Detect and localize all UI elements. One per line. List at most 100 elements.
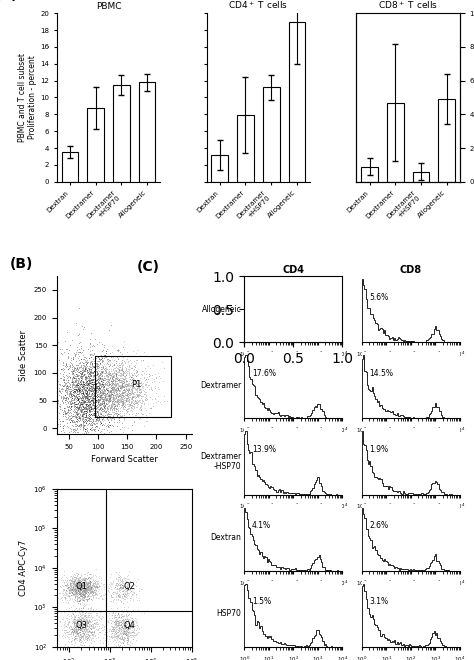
- Point: [118, 395, 126, 406]
- Point: [60, 626, 67, 637]
- Point: [65, 587, 73, 597]
- Point: [57, 364, 64, 374]
- Point: [71, 626, 78, 637]
- Point: [130, 624, 137, 634]
- Point: [73, 374, 80, 385]
- Point: [89, 572, 96, 583]
- Point: [117, 582, 125, 593]
- Point: [86, 366, 94, 377]
- Point: [59, 391, 66, 402]
- Point: [81, 628, 88, 638]
- Point: [89, 405, 96, 415]
- Point: [91, 333, 99, 344]
- Point: [74, 403, 82, 414]
- Bar: [211, 154, 228, 182]
- Point: [71, 621, 78, 632]
- Point: [112, 383, 119, 394]
- Point: [68, 377, 76, 387]
- Point: [61, 395, 69, 406]
- Point: [109, 420, 116, 431]
- Point: [113, 374, 121, 384]
- Point: [109, 376, 116, 386]
- Point: [84, 617, 91, 628]
- Point: [76, 614, 84, 624]
- Point: [82, 405, 90, 416]
- Point: [102, 364, 110, 375]
- Point: [78, 405, 85, 415]
- Point: [109, 607, 116, 617]
- Point: [70, 582, 77, 593]
- Point: [80, 399, 87, 409]
- Point: [64, 379, 71, 390]
- Point: [73, 409, 81, 420]
- Point: [125, 390, 133, 401]
- Point: [91, 401, 99, 411]
- Point: [99, 389, 107, 400]
- Point: [81, 618, 89, 628]
- Point: [100, 416, 107, 426]
- Point: [117, 362, 124, 372]
- Point: [62, 436, 70, 447]
- Point: [71, 579, 79, 590]
- Point: [91, 589, 99, 599]
- Point: [76, 604, 83, 614]
- Point: [76, 418, 83, 429]
- Point: [102, 383, 110, 393]
- Point: [131, 378, 138, 389]
- Point: [113, 624, 120, 634]
- Point: [110, 623, 118, 634]
- Point: [87, 377, 94, 387]
- Point: [70, 354, 77, 364]
- Point: [78, 395, 85, 405]
- Point: [108, 360, 116, 371]
- Point: [67, 358, 74, 368]
- Point: [70, 390, 78, 401]
- Point: [134, 397, 142, 407]
- Point: [95, 381, 103, 391]
- Point: [98, 339, 106, 349]
- Point: [98, 377, 105, 387]
- Point: [110, 368, 118, 379]
- Point: [74, 581, 82, 591]
- Point: [126, 576, 133, 587]
- Point: [67, 624, 74, 635]
- Point: [45, 393, 52, 404]
- Point: [113, 634, 121, 645]
- Point: [103, 419, 111, 430]
- Point: [120, 632, 128, 642]
- Point: [70, 576, 78, 586]
- Point: [71, 616, 79, 626]
- Point: [105, 379, 112, 389]
- Point: [74, 613, 82, 624]
- Point: [128, 392, 136, 403]
- Point: [68, 583, 76, 594]
- Point: [65, 401, 73, 412]
- Point: [120, 408, 128, 418]
- Point: [82, 580, 90, 591]
- Point: [68, 588, 75, 599]
- Point: [81, 629, 88, 640]
- Point: [117, 622, 125, 632]
- Point: [74, 623, 82, 634]
- Point: [135, 389, 143, 399]
- Point: [92, 396, 100, 407]
- Point: [123, 385, 131, 395]
- Point: [83, 634, 91, 644]
- Point: [108, 387, 116, 397]
- Point: [118, 620, 125, 631]
- Point: [99, 589, 107, 600]
- Point: [119, 629, 127, 640]
- Point: [74, 378, 82, 388]
- Point: [103, 433, 110, 444]
- Point: [71, 574, 79, 584]
- Point: [82, 624, 90, 634]
- Point: [100, 380, 107, 391]
- Point: [75, 402, 83, 412]
- Point: [118, 364, 125, 375]
- Point: [85, 380, 93, 391]
- Point: [82, 583, 90, 593]
- Point: [107, 356, 114, 366]
- Point: [87, 381, 95, 391]
- Point: [116, 617, 123, 628]
- Point: [112, 372, 120, 383]
